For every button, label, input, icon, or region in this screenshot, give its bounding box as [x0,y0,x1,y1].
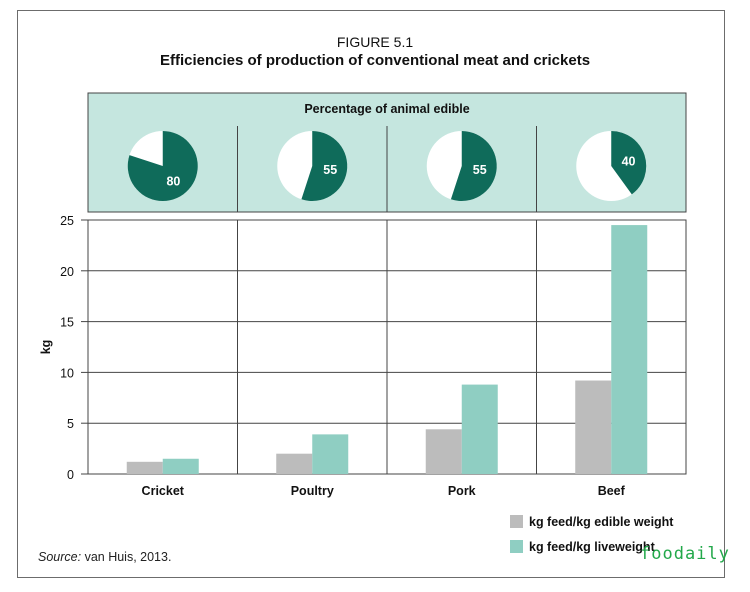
bar-poultry-edible [276,453,313,474]
source-text: van Huis, 2013. [81,550,172,564]
y-axis-label: kg [39,340,53,355]
y-tick-label: 25 [60,214,74,228]
pie-panel-title: Percentage of animal edible [304,102,469,116]
figure-frame [17,10,725,578]
pie-value-label: 55 [473,163,487,177]
pie-slice-beef [611,131,647,195]
pie-value-label: 80 [166,175,180,189]
pie-value-label: 55 [323,163,337,177]
bar-cricket-liveweight [162,458,199,474]
bar-beef-liveweight [611,225,648,474]
x-tick-label: Pork [448,484,476,498]
bar-poultry-liveweight [312,434,349,474]
bar-pork-edible [425,429,462,474]
y-tick-label: 20 [60,265,74,279]
source-prefix: Source: [38,550,82,564]
bar-cricket-edible [126,461,163,474]
legend-swatch-liveweight [510,540,523,553]
y-tick-label: 5 [67,417,74,431]
pie-slice-cricket [127,131,198,202]
legend-label: kg feed/kg edible weight [529,515,674,529]
chart-title: Efficiencies of production of convention… [159,52,591,69]
legend-label: kg feed/kg liveweight [529,540,656,554]
y-tick-label: 0 [67,468,74,482]
pie-slice-poultry [301,131,348,201]
bar-pork-liveweight [461,384,498,474]
bar-beef-edible [575,380,612,474]
x-tick-label: Beef [598,484,626,498]
pie-value-label: 40 [622,154,636,168]
x-tick-label: Poultry [291,484,334,498]
figure-label: FIGURE 5.1 [336,34,414,50]
x-tick-label: Cricket [142,484,185,498]
pie-slice-pork [450,131,497,201]
source-note: Source: van Huis, 2013. [38,550,171,564]
watermark: foodaily [640,544,730,564]
y-tick-label: 10 [60,366,74,380]
y-tick-label: 15 [60,316,74,330]
legend-swatch-edible [510,515,523,528]
